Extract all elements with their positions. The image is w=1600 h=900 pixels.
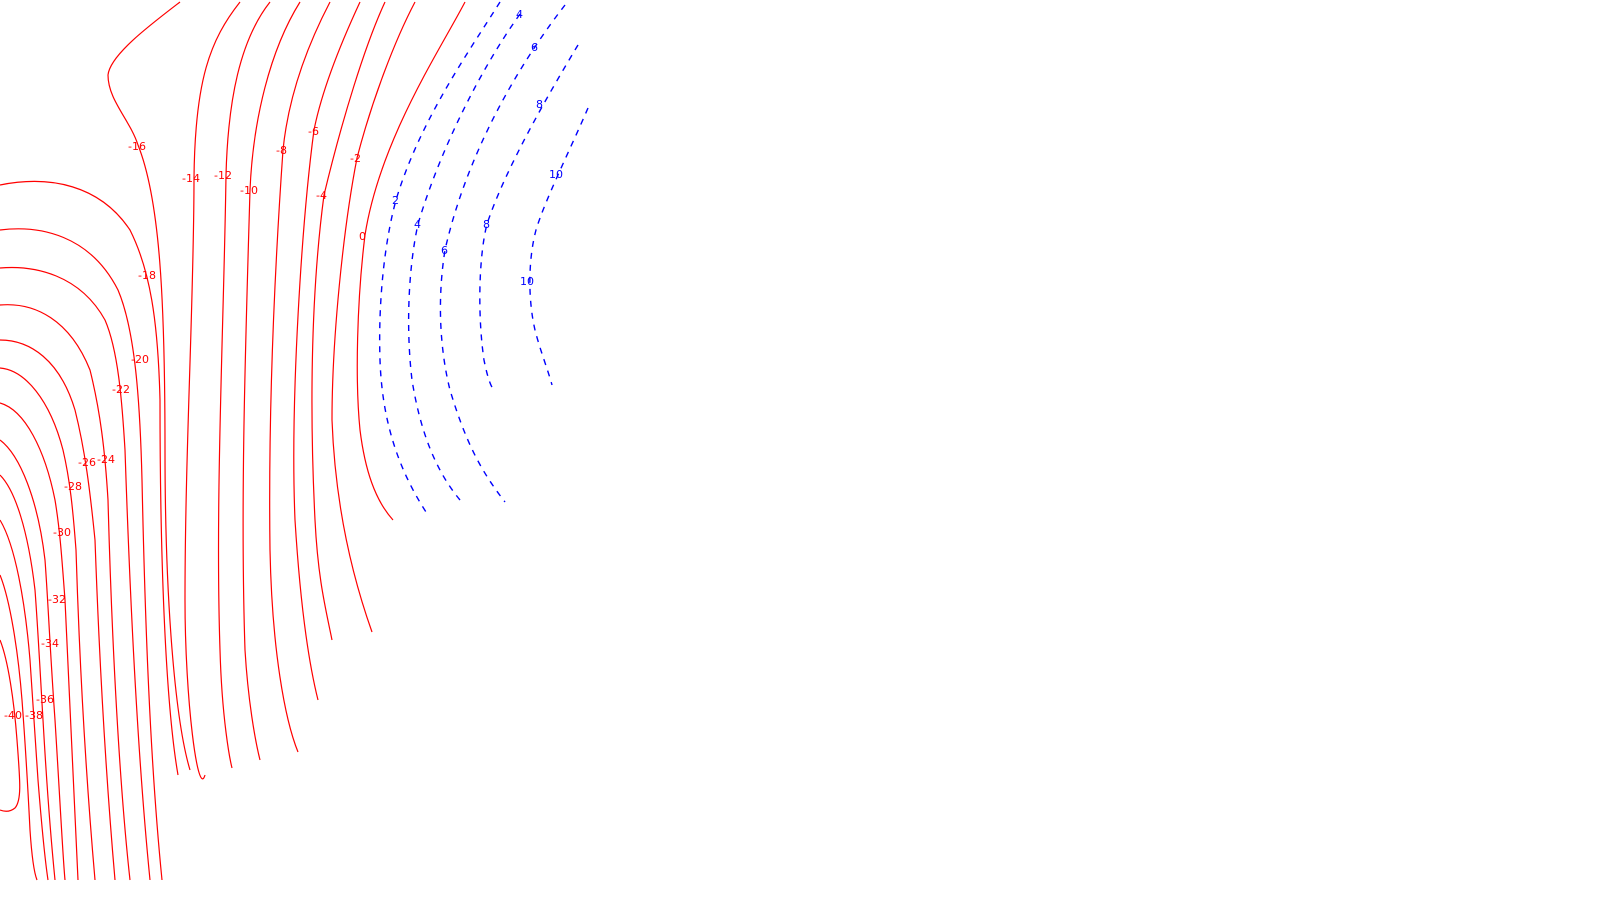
contour-label: -28 (64, 480, 82, 493)
contour-label: -26 (78, 456, 96, 469)
contour-line--28 (0, 367, 96, 881)
contour-line--4 (311, 1, 386, 641)
contour-label: -4 (316, 189, 327, 202)
contour-label: -30 (53, 526, 71, 539)
contour-label: -34 (41, 637, 59, 650)
negative-contours (0, 1, 466, 881)
contour-line--20 (0, 228, 163, 881)
contour-line--8 (269, 1, 331, 753)
contour-label: -8 (276, 144, 287, 157)
contour-label: 10 (549, 168, 563, 181)
positive-contour-labels: 4 6 8 10 2 4 6 8 10 (392, 8, 563, 288)
contour-label: -12 (214, 169, 232, 182)
contour-line--14 (184, 1, 241, 780)
contour-label: -16 (128, 140, 146, 153)
contour-line-2 (378, 1, 501, 516)
contour-line-8 (479, 44, 579, 391)
contour-label: -20 (131, 353, 149, 366)
contour-label: -38 (25, 709, 43, 722)
contour-line--2 (331, 1, 416, 633)
contour-label: -6 (308, 125, 319, 138)
contour-line--36 (0, 519, 49, 881)
positive-contours (378, 1, 589, 516)
contour-line--6 (293, 1, 361, 701)
contour-line--32 (0, 439, 66, 881)
contour-line--38 (0, 574, 38, 881)
contour-label: -18 (138, 269, 156, 282)
contour-line--30 (0, 402, 79, 881)
contour-label: -40 (4, 709, 22, 722)
contour-label: 4 (414, 218, 421, 231)
contour-line-0 (356, 1, 466, 521)
contour-line--16 (107, 1, 191, 771)
contour-line-10 (529, 107, 589, 386)
contour-label: 8 (536, 98, 543, 111)
negative-contour-labels: -16 -14 -12 -10 -8 -6 -4 -2 0 -18 -20 -2… (4, 125, 366, 722)
contour-label: -2 (350, 152, 361, 165)
contour-label: -22 (112, 383, 130, 396)
contour-label: -32 (48, 593, 66, 606)
contour-label: 2 (392, 194, 399, 207)
contour-label: -14 (182, 172, 200, 185)
contour-label: 4 (516, 8, 523, 21)
contour-label: 8 (483, 218, 490, 231)
contour-label: -24 (97, 453, 115, 466)
contour-label: 10 (520, 275, 534, 288)
contour-line--12 (217, 1, 271, 769)
contour-line--22 (0, 266, 151, 881)
contour-line-6 (439, 4, 566, 503)
contour-label: -36 (36, 693, 54, 706)
contour-label: 6 (531, 41, 538, 54)
contour-line--18 (0, 180, 179, 776)
contour-line--34 (0, 474, 56, 881)
contour-label: -10 (240, 184, 258, 197)
contour-line--26 (0, 339, 116, 881)
contour-line--24 (0, 304, 131, 881)
contour-label: 0 (359, 230, 366, 243)
contour-line--40 (0, 639, 21, 812)
contour-line--10 (242, 1, 301, 761)
contour-line-4 (407, 13, 521, 501)
contour-label: 6 (441, 244, 448, 257)
